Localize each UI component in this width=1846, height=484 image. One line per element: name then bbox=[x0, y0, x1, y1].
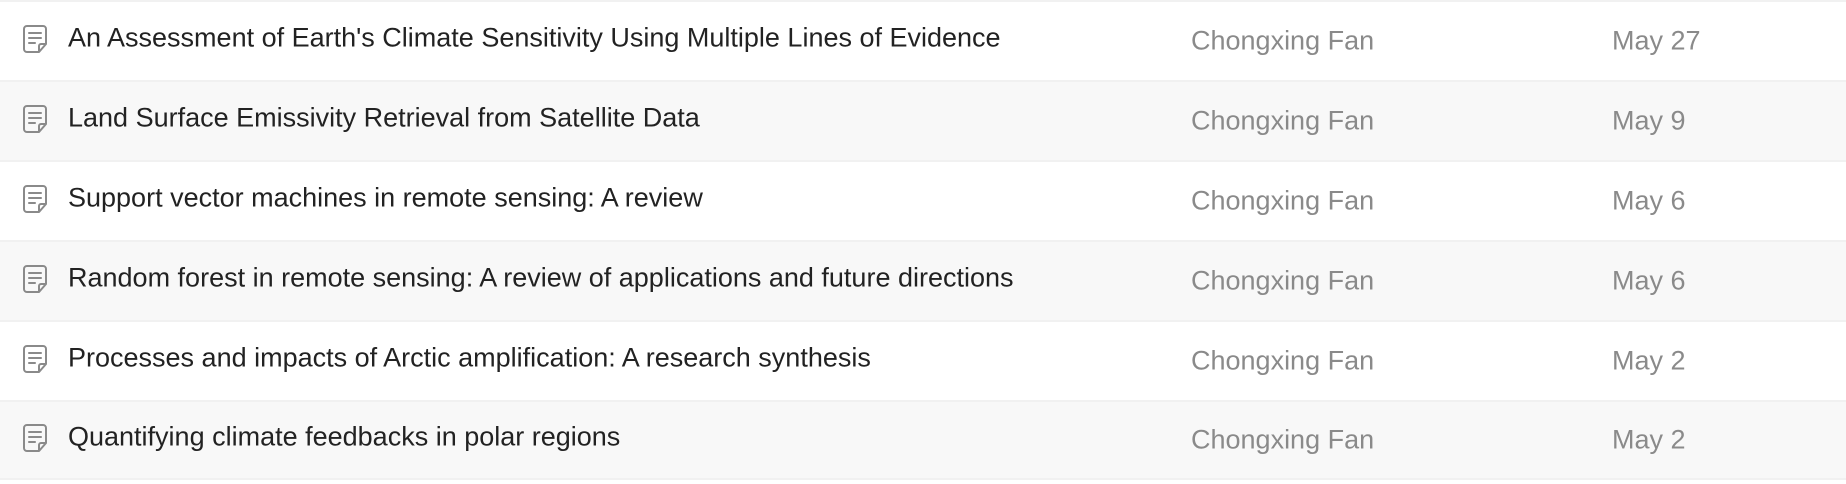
document-date: May 2 bbox=[1612, 424, 1686, 455]
document-row[interactable]: Quantifying climate feedbacks in polar r… bbox=[0, 400, 1846, 480]
document-author: Chongxing Fan bbox=[1191, 25, 1375, 56]
document-title[interactable]: Support vector machines in remote sensin… bbox=[68, 182, 703, 213]
document-author: Chongxing Fan bbox=[1191, 185, 1375, 216]
document-title[interactable]: Random forest in remote sensing: A revie… bbox=[68, 262, 1014, 293]
document-icon bbox=[23, 424, 47, 452]
document-author: Chongxing Fan bbox=[1191, 424, 1375, 455]
document-title[interactable]: Processes and impacts of Arctic amplific… bbox=[68, 342, 871, 373]
document-author: Chongxing Fan bbox=[1191, 105, 1375, 136]
document-icon bbox=[23, 265, 47, 293]
document-icon bbox=[23, 25, 47, 53]
document-date: May 6 bbox=[1612, 265, 1686, 296]
document-row[interactable]: Random forest in remote sensing: A revie… bbox=[0, 240, 1846, 320]
document-row[interactable]: An Assessment of Earth's Climate Sensiti… bbox=[0, 0, 1846, 80]
document-title[interactable]: Quantifying climate feedbacks in polar r… bbox=[68, 421, 621, 452]
document-row[interactable]: Processes and impacts of Arctic amplific… bbox=[0, 320, 1846, 400]
document-title[interactable]: An Assessment of Earth's Climate Sensiti… bbox=[68, 22, 1001, 53]
document-date: May 27 bbox=[1612, 25, 1701, 56]
document-author: Chongxing Fan bbox=[1191, 265, 1375, 296]
document-icon bbox=[23, 105, 47, 133]
document-date: May 2 bbox=[1612, 345, 1686, 376]
document-date: May 9 bbox=[1612, 105, 1686, 136]
document-date: May 6 bbox=[1612, 185, 1686, 216]
document-icon bbox=[23, 345, 47, 373]
document-author: Chongxing Fan bbox=[1191, 345, 1375, 376]
document-row[interactable]: Support vector machines in remote sensin… bbox=[0, 160, 1846, 240]
document-icon bbox=[23, 185, 47, 213]
document-title[interactable]: Land Surface Emissivity Retrieval from S… bbox=[68, 102, 700, 133]
document-row[interactable]: Land Surface Emissivity Retrieval from S… bbox=[0, 80, 1846, 160]
